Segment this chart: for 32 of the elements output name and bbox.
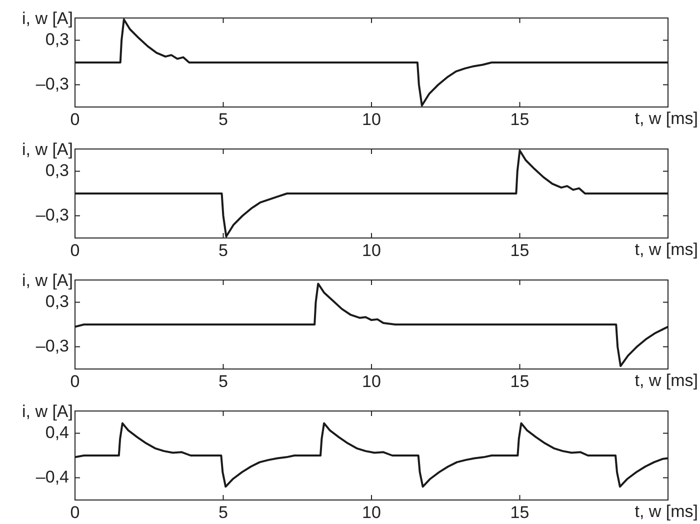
y-tick-label: 0,3 xyxy=(45,160,69,180)
x-tick-label: 15 xyxy=(510,240,530,260)
y-tick-label: –0,3 xyxy=(36,336,69,356)
y-axis-title: i, w [A] xyxy=(22,140,73,160)
y-axis-title: i, w [A] xyxy=(22,271,73,290)
x-tick-label: 10 xyxy=(362,502,381,522)
x-tick-label: 15 xyxy=(510,372,530,391)
y-axis-title: i, w [A] xyxy=(22,9,73,28)
x-axis-title: t, w [ms] xyxy=(634,502,698,522)
x-tick-label: 0 xyxy=(70,240,80,260)
x-axis-title: t, w [ms] xyxy=(634,109,698,128)
y-tick-label: 0,3 xyxy=(45,30,69,49)
x-tick-label: 5 xyxy=(218,502,228,522)
x-tick-label: 5 xyxy=(218,240,228,260)
x-tick-label: 10 xyxy=(362,240,381,260)
y-tick-label: –0,3 xyxy=(36,205,69,224)
x-tick-label: 10 xyxy=(362,372,381,391)
y-axis-title: i, w [A] xyxy=(22,402,73,422)
x-tick-label: 15 xyxy=(510,110,530,129)
x-tick-label: 0 xyxy=(70,502,80,522)
x-tick-label: 10 xyxy=(362,110,381,129)
x-tick-label: 5 xyxy=(218,110,228,129)
x-axis-title: t, w [ms] xyxy=(634,371,698,390)
x-tick-label: 0 xyxy=(70,110,80,129)
x-axis-title: t, w [ms] xyxy=(634,240,698,260)
y-tick-label: 0,4 xyxy=(45,422,69,442)
y-tick-label: –0,4 xyxy=(36,467,69,486)
y-tick-label: –0,3 xyxy=(36,74,69,94)
x-tick-label: 0 xyxy=(70,372,80,391)
x-tick-label: 15 xyxy=(510,502,530,522)
x-tick-label: 5 xyxy=(218,372,228,391)
y-tick-label: 0,3 xyxy=(45,292,69,311)
